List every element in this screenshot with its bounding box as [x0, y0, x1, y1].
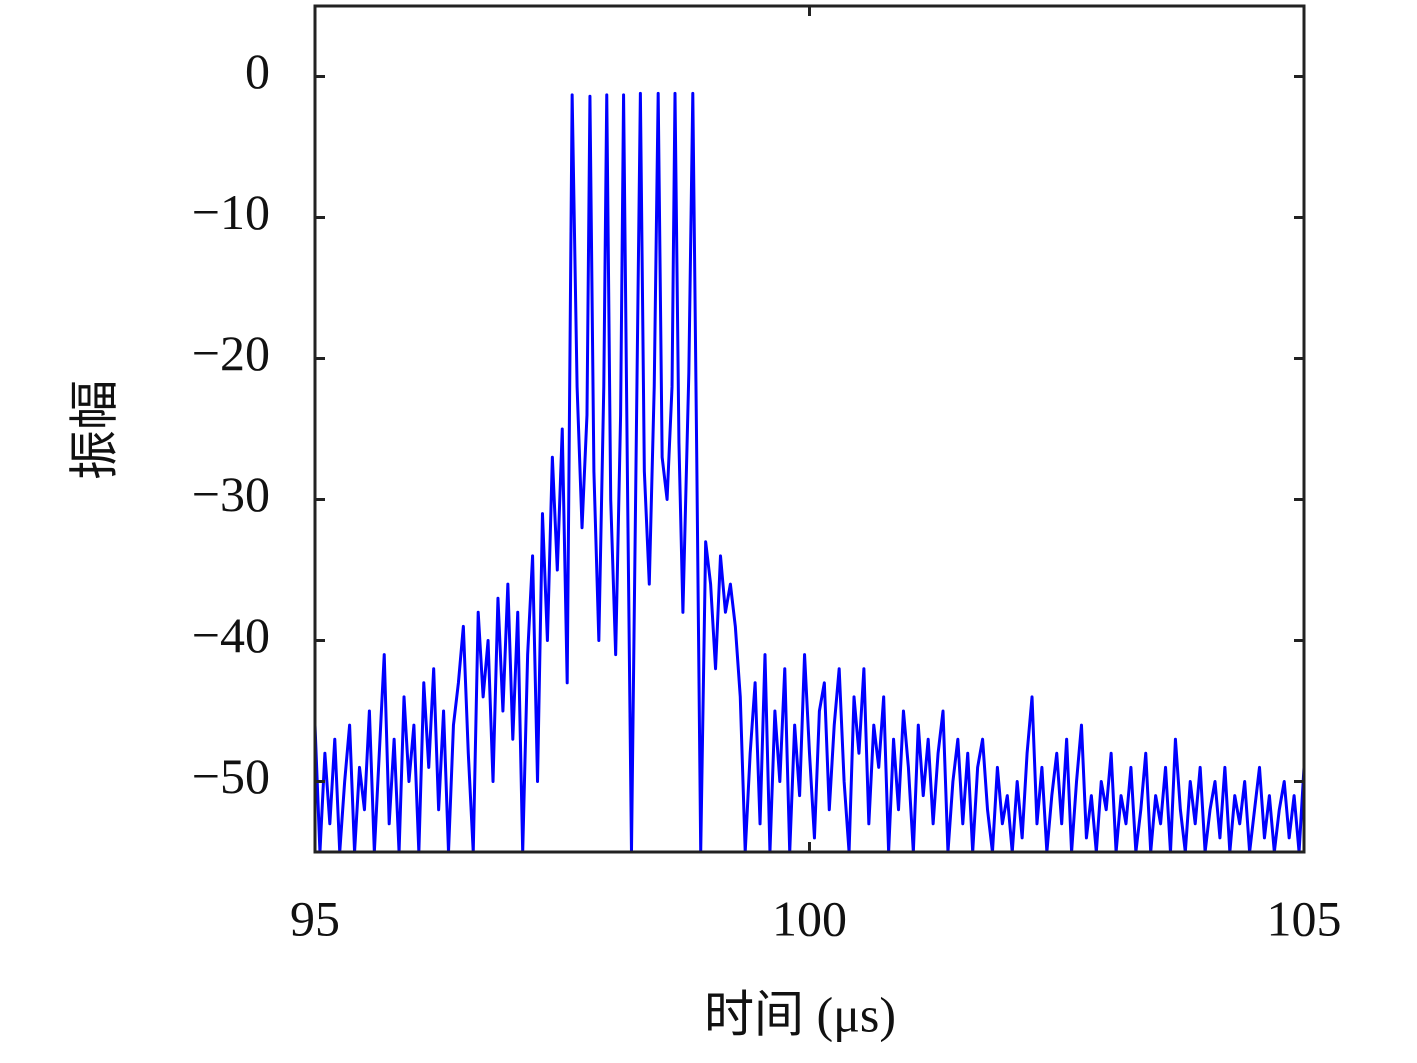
y-tick-label: −40 — [192, 607, 270, 663]
y-tick-label: −10 — [192, 184, 270, 240]
y-tick-label: 0 — [245, 43, 270, 99]
y-axis-label: 振幅 — [66, 380, 122, 480]
x-tick-label: 95 — [290, 890, 340, 946]
signal-line — [315, 91, 1304, 852]
y-tick-label: −20 — [192, 325, 270, 381]
x-tick-label: 105 — [1267, 890, 1342, 946]
x-axis-label: 时间 (μs) — [704, 986, 896, 1042]
x-tick-label: 100 — [772, 890, 847, 946]
y-tick-label: −30 — [192, 466, 270, 522]
y-tick-label: −50 — [192, 748, 270, 804]
